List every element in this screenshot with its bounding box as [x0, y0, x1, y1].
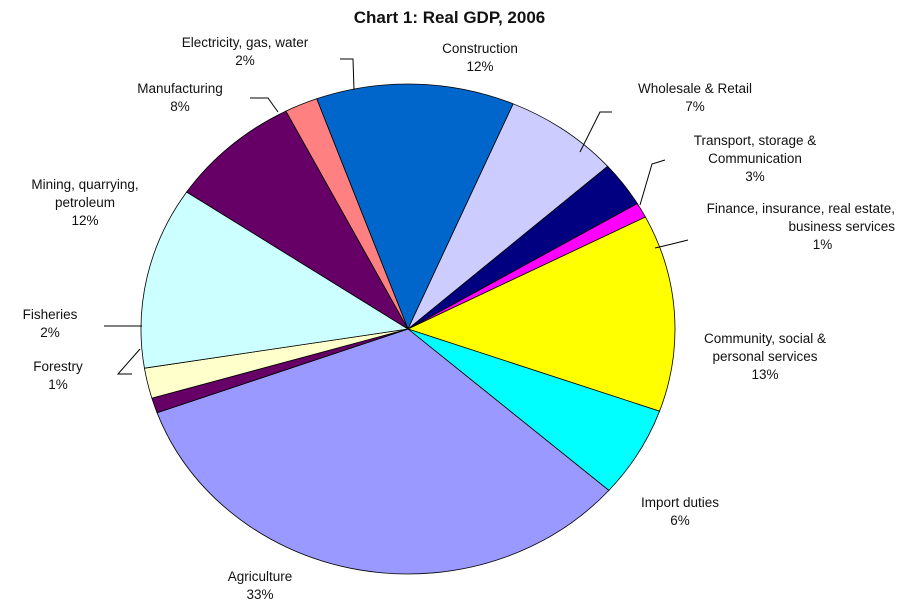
slice-name: Electricity, gas, water — [181, 35, 309, 50]
leader-line — [116, 348, 141, 375]
slice-name: Mining, quarrying, petroleum — [31, 177, 139, 210]
slice-name: Agriculture — [227, 569, 293, 584]
slice-percent: 33% — [246, 587, 274, 602]
slice-label-community: Community, social & personal services 13… — [680, 330, 850, 384]
slice-label-electricity: Electricity, gas, water 2% — [150, 34, 340, 70]
slice-label-construction: Construction 12% — [400, 40, 560, 76]
slice-percent: 2% — [235, 53, 255, 68]
slice-percent: 1% — [812, 237, 833, 252]
leader-line — [639, 159, 666, 206]
slice-label-mining: Mining, quarrying, petroleum 12% — [5, 176, 165, 230]
slice-label-manufacturing: Manufacturing 8% — [110, 80, 250, 116]
leader-line — [654, 239, 689, 249]
slice-name: Wholesale & Retail — [637, 81, 753, 96]
chart-title: Chart 1: Real GDP, 2006 — [353, 8, 546, 27]
slice-label-agriculture: Agriculture 33% — [180, 568, 340, 604]
slice-label-finance: Finance, insurance, real estate, busines… — [690, 200, 895, 254]
slice-label-fisheries: Fisheries 2% — [0, 306, 100, 342]
slice-name: Finance, insurance, real estate, busines… — [706, 201, 895, 234]
pie-slice-agriculture — [156, 328, 610, 575]
slice-name: Manufacturing — [137, 81, 223, 96]
slice-percent: 12% — [71, 213, 99, 228]
pie-slice-manufacturing — [186, 110, 410, 331]
pie-slice-construction — [316, 83, 514, 331]
slice-name: Transport, storage & Communication — [693, 133, 817, 166]
slice-label-wholesale-retail: Wholesale & Retail 7% — [615, 80, 775, 116]
pie-slice-community-social-personal-services — [406, 216, 676, 412]
slice-label-forestry: Forestry 1% — [8, 358, 108, 394]
slice-percent: 12% — [466, 59, 494, 74]
slice-name: Construction — [442, 41, 518, 56]
slice-percent: 6% — [670, 513, 690, 528]
leader-line — [579, 111, 612, 153]
slice-label-import-duties: Import duties 6% — [610, 494, 750, 530]
slice-name: Community, social & personal services — [703, 331, 827, 364]
slice-percent: 1% — [48, 377, 68, 392]
slice-label-transport: Transport, storage & Communication 3% — [670, 132, 840, 186]
slice-percent: 13% — [751, 367, 779, 382]
leader-line — [250, 97, 279, 113]
slice-percent: 8% — [170, 99, 190, 114]
pie-slice-wholesale-retail — [407, 103, 609, 330]
slice-percent: 7% — [685, 99, 705, 114]
slice-name: Fisheries — [22, 307, 78, 322]
slice-percent: 2% — [40, 325, 60, 340]
slice-name: Import duties — [640, 495, 720, 510]
slice-percent: 3% — [745, 169, 765, 184]
pie-slice-mining-quarrying-petroleum — [140, 191, 410, 369]
slice-name: Forestry — [33, 359, 83, 374]
pie-slice-electricity-gas-water — [285, 98, 409, 330]
leader-line — [340, 58, 355, 91]
